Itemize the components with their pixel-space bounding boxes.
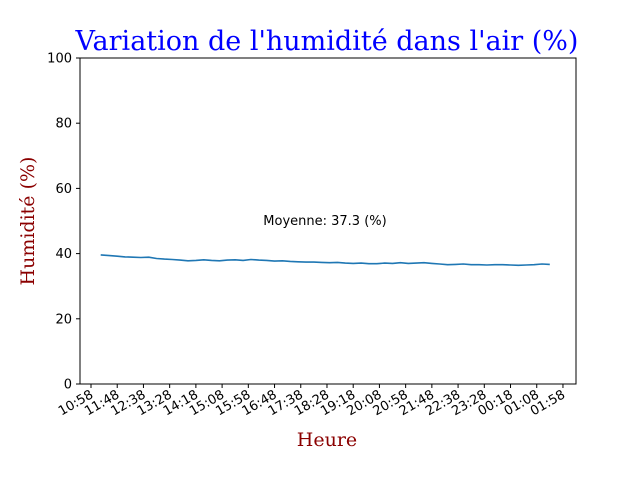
y-tick-label: 20 bbox=[55, 312, 72, 327]
humidity-series-line bbox=[100, 254, 550, 267]
y-tick-label: 100 bbox=[47, 52, 72, 67]
mean-annotation: Moyenne: 37.3 (%) bbox=[263, 214, 386, 229]
plot-frame bbox=[79, 57, 577, 385]
chart-title: Variation de l'humidité dans l'air (%) bbox=[75, 26, 579, 57]
y-tick-label: 0 bbox=[64, 378, 72, 393]
y-tick-label: 60 bbox=[55, 182, 72, 197]
y-tick-label: 80 bbox=[55, 117, 72, 132]
y-tick-label: 40 bbox=[55, 247, 72, 262]
y-axis-label: Humidité (%) bbox=[17, 157, 39, 286]
plot-area: 02040608010010:5811:4812:3813:2814:1815:… bbox=[47, 52, 577, 419]
x-axis-label: Heure bbox=[297, 429, 357, 451]
